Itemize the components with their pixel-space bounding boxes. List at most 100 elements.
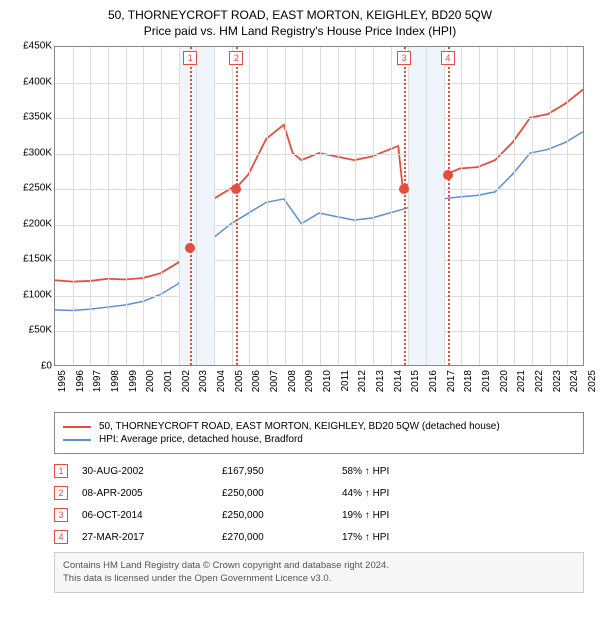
x-tick-label: 2019 [481, 370, 492, 392]
gridline-v [161, 47, 162, 365]
event-marker [231, 184, 241, 194]
footer-attribution: Contains HM Land Registry data © Crown c… [54, 552, 584, 593]
event-pct: 17% ↑ HPI [342, 532, 462, 543]
x-axis: 1995199619971998199920002001200220032004… [54, 368, 584, 406]
gridline-h [55, 118, 583, 119]
x-tick-label: 2005 [234, 370, 245, 392]
y-tick-label: £250K [23, 183, 52, 194]
gridline-v [179, 47, 180, 365]
chart-container: 50, THORNEYCROFT ROAD, EAST MORTON, KEIG… [0, 0, 600, 601]
x-tick-label: 2003 [198, 370, 209, 392]
x-tick-label: 1999 [128, 370, 139, 392]
y-tick-label: £200K [23, 218, 52, 229]
gridline-h [55, 260, 583, 261]
y-tick-label: £350K [23, 112, 52, 123]
gridline-v [355, 47, 356, 365]
gridline-v [567, 47, 568, 365]
x-tick-label: 1996 [75, 370, 86, 392]
gridline-v [514, 47, 515, 365]
event-marker [443, 170, 453, 180]
gridline-v [214, 47, 215, 365]
event-number: 4 [54, 530, 68, 544]
x-tick-label: 2023 [552, 370, 563, 392]
legend: 50, THORNEYCROFT ROAD, EAST MORTON, KEIG… [54, 412, 584, 454]
gridline-v [320, 47, 321, 365]
event-box: 3 [397, 51, 411, 65]
event-price: £250,000 [222, 488, 342, 499]
x-tick-label: 2008 [287, 370, 298, 392]
event-box: 1 [183, 51, 197, 65]
x-tick-label: 2000 [145, 370, 156, 392]
x-tick-label: 2024 [569, 370, 580, 392]
y-tick-label: £50K [29, 325, 52, 336]
y-axis: £0£50K£100K£150K£200K£250K£300K£350K£400… [10, 46, 54, 366]
event-line [404, 47, 406, 365]
gridline-v [338, 47, 339, 365]
gridline-v [232, 47, 233, 365]
event-row: 130-AUG-2002£167,95058% ↑ HPI [54, 460, 584, 482]
event-box: 4 [441, 51, 455, 65]
gridline-h [55, 296, 583, 297]
gridline-v [408, 47, 409, 365]
gridline-v [550, 47, 551, 365]
x-tick-label: 2014 [393, 370, 404, 392]
gridline-v [285, 47, 286, 365]
event-pct: 19% ↑ HPI [342, 510, 462, 521]
gridline-v [479, 47, 480, 365]
event-line [448, 47, 450, 365]
x-tick-label: 1997 [92, 370, 103, 392]
gridline-v [196, 47, 197, 365]
event-number: 1 [54, 464, 68, 478]
y-tick-label: £100K [23, 289, 52, 300]
legend-item: 50, THORNEYCROFT ROAD, EAST MORTON, KEIG… [63, 421, 575, 432]
footer-line-1: Contains HM Land Registry data © Crown c… [63, 559, 575, 572]
chart-area: £0£50K£100K£150K£200K£250K£300K£350K£400… [10, 46, 590, 406]
gridline-v [108, 47, 109, 365]
gridline-h [55, 83, 583, 84]
series-hpi [55, 132, 583, 311]
gridline-v [143, 47, 144, 365]
event-row: 427-MAR-2017£270,00017% ↑ HPI [54, 526, 584, 548]
gridline-v [73, 47, 74, 365]
y-tick-label: £400K [23, 76, 52, 87]
y-tick-label: £300K [23, 147, 52, 158]
gridline-v [532, 47, 533, 365]
gridline-v [444, 47, 445, 365]
x-tick-label: 2012 [357, 370, 368, 392]
gridline-h [55, 154, 583, 155]
gridline-h [55, 225, 583, 226]
event-number: 3 [54, 508, 68, 522]
x-tick-label: 2025 [587, 370, 598, 392]
gridline-v [391, 47, 392, 365]
x-tick-label: 2017 [446, 370, 457, 392]
footer-line-2: This data is licensed under the Open Gov… [63, 572, 575, 585]
event-price: £167,950 [222, 466, 342, 477]
chart-title: 50, THORNEYCROFT ROAD, EAST MORTON, KEIG… [10, 8, 590, 22]
legend-label: HPI: Average price, detached house, Brad… [99, 434, 303, 445]
legend-item: HPI: Average price, detached house, Brad… [63, 434, 575, 445]
gridline-v [90, 47, 91, 365]
x-tick-label: 2006 [251, 370, 262, 392]
y-tick-label: £150K [23, 254, 52, 265]
x-tick-label: 2004 [216, 370, 227, 392]
x-tick-label: 2018 [463, 370, 474, 392]
x-tick-label: 2022 [534, 370, 545, 392]
x-tick-label: 2009 [304, 370, 315, 392]
gridline-v [267, 47, 268, 365]
gridline-h [55, 189, 583, 190]
event-line [236, 47, 238, 365]
gridline-v [497, 47, 498, 365]
x-tick-label: 2020 [499, 370, 510, 392]
x-tick-label: 2011 [340, 370, 351, 392]
x-tick-label: 1995 [57, 370, 68, 392]
events-table: 130-AUG-2002£167,95058% ↑ HPI208-APR-200… [54, 460, 584, 548]
line-svg [55, 47, 583, 365]
event-date: 30-AUG-2002 [82, 466, 222, 477]
event-row: 208-APR-2005£250,00044% ↑ HPI [54, 482, 584, 504]
event-marker [399, 184, 409, 194]
event-line [190, 47, 192, 365]
event-date: 08-APR-2005 [82, 488, 222, 499]
legend-swatch [63, 439, 91, 441]
event-pct: 44% ↑ HPI [342, 488, 462, 499]
y-tick-label: £450K [23, 41, 52, 52]
